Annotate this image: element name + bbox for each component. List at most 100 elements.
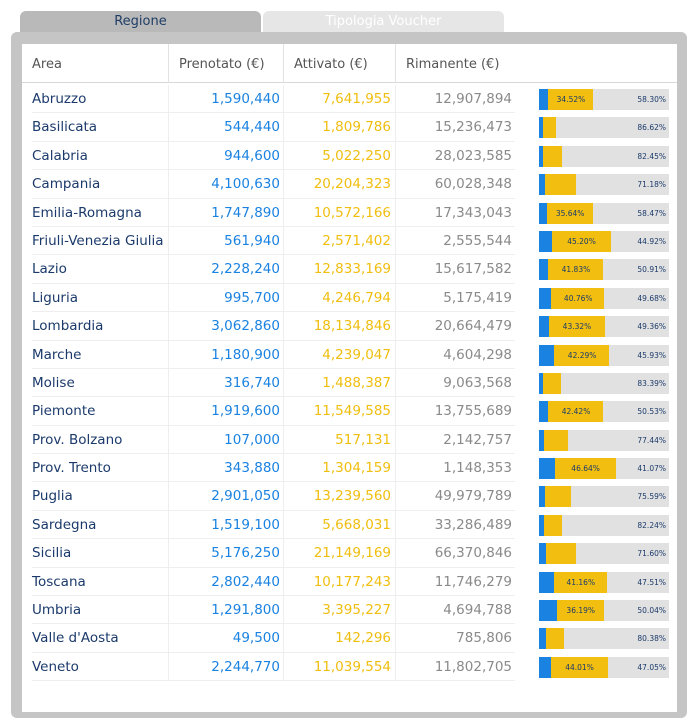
cell-attivato: 4,246,794 [283,283,395,313]
stacked-bar: 42.42% 50.53% [539,401,669,423]
stacked-bar: 82.24% [539,514,669,536]
cell-rimanente: 60,028,348 [395,170,515,199]
bar-segment-prenotato [539,458,555,480]
cell-rimanente: 15,617,582 [395,255,515,284]
table-row[interactable]: Prov. Trento 343,880 1,304,159 1,148,353 46.… [22,454,677,483]
bar-segment-prenotato [539,202,547,224]
tab-regione[interactable]: Regione [20,11,261,32]
table-row[interactable]: Veneto 2,244,770 11,039,554 11,802,705 44.01… [22,652,677,682]
bar-segment-attivato [553,571,608,593]
bar-label-rimanente: 58.30% [637,95,666,104]
column-header-attivato[interactable]: Attivato (€) [283,44,395,82]
table-row[interactable]: Emilia-Romagna 1,747,890 10,572,166 17,343,… [22,198,677,227]
stacked-bar: 71.18% [539,174,669,196]
bar-segment-attivato [550,656,608,678]
cell-area: Calabria [32,142,170,171]
cell-rimanente: 2,555,544 [395,226,515,256]
table-row[interactable]: Valle d'Aosta 49,500 142,296 785,806 80.38% [22,624,677,653]
cell-attivato: 5,022,250 [283,141,395,171]
cell-prenotato: 2,802,440 [168,567,283,597]
stacked-bar: 71.60% [539,543,669,565]
stacked-bar: 34.52% 58.30% [539,89,669,110]
stacked-bar: 83.39% [539,372,669,394]
bar-label-attivato: 44.01% [565,662,594,672]
cell-area: Liguria [32,284,170,313]
bar-label-attivato: 46.64% [571,464,600,474]
column-header-area[interactable]: Area [32,57,62,72]
cell-prenotato: 544,440 [168,113,283,142]
table-row[interactable]: Liguria 995,700 4,246,794 5,175,419 40.76% 49… [22,283,677,313]
table-row[interactable]: Abruzzo 1,590,440 7,641,955 12,907,894 34.52… [22,85,677,114]
cell-rimanente: 4,694,788 [395,596,515,625]
cell-rimanente: 17,343,043 [395,198,515,227]
stacked-bar: 41.83% 50.91% [539,259,669,281]
cell-prenotato: 944,600 [168,141,283,171]
table-row[interactable]: Puglia 2,901,050 13,239,560 49,979,789 75.59… [22,482,677,511]
cell-area: Sicilia [32,539,170,568]
bar-segment-prenotato [539,571,554,593]
bar-segment-attivato [548,259,603,281]
column-header-rimanente[interactable]: Rimanente (€) [395,44,515,82]
bar-label-rimanente: 50.91% [637,265,666,275]
cell-area: Emilia-Romagna [32,199,170,227]
bar-segment-attivato [551,287,605,309]
cell-attivato: 4,239,047 [283,340,395,369]
bar-segment-prenotato [539,230,552,252]
table-row[interactable]: Piemonte 1,919,600 11,549,585 13,755,689 42.… [22,397,677,426]
table-row[interactable]: Lazio 2,228,240 12,833,169 15,617,582 41.83%… [22,255,677,284]
bar-segment-attivato [548,316,605,338]
table-row[interactable]: Calabria 944,600 5,022,250 28,023,585 82.45% [22,141,677,171]
bar-label-rimanente: 49.68% [637,293,666,303]
bar-label-attivato: 42.29% [567,350,597,360]
cell-prenotato: 3,062,860 [168,312,283,341]
bar-label-rimanente: 49.36% [637,322,666,332]
bar-label-attivato: 43.32% [562,322,592,332]
bar-label-attivato: 41.16% [566,577,596,587]
cell-rimanente: 13,755,689 [395,397,515,426]
table-row[interactable]: Molise 316,740 1,488,387 9,063,568 83.39% [22,368,677,398]
stacked-bar: 86.62% [539,117,669,139]
cell-prenotato: 1,590,440 [168,85,283,114]
table-row[interactable]: Umbria 1,291,800 3,395,227 4,694,788 36.19% 5… [22,596,677,625]
bar-segment-prenotato [539,429,545,451]
bar-segment-prenotato [539,259,549,281]
cell-area: Umbria [32,596,170,625]
table-row[interactable]: Lombardia 3,062,860 18,134,846 20,664,479 43… [22,312,677,341]
cell-prenotato: 1,747,890 [168,198,283,227]
cell-attivato: 20,204,323 [283,170,395,199]
cell-rimanente: 11,802,705 [395,652,515,682]
cell-prenotato: 2,228,240 [168,255,283,284]
bar-segment-attivato [543,117,557,139]
cell-area: Puglia [32,482,170,511]
table-row[interactable]: Sicilia 5,176,250 21,149,169 66,370,846 71.6… [22,539,677,568]
bar-label-rimanente: 83.39% [637,378,666,388]
stacked-bar: 46.64% 41.07% [539,458,669,480]
table-row[interactable]: Prov. Bolzano 107,000 517,131 2,142,757 77.4… [22,425,677,455]
table-row[interactable]: Marche 1,180,900 4,239,047 4,604,298 42.29% 4… [22,340,677,369]
bar-label-rimanente: 47.51% [637,577,666,587]
tab-bar: Regione Tipologia Voucher [20,11,504,32]
bar-segment-prenotato [539,514,544,536]
cell-attivato: 13,239,560 [283,482,395,511]
table-row[interactable]: Sardegna 1,519,100 5,668,031 33,286,489 82.2… [22,510,677,540]
table-row[interactable]: Friuli-Venezia Giulia 561,940 2,571,402 2,5… [22,226,677,256]
table-row[interactable]: Toscana 2,802,440 10,177,243 11,746,279 41.1… [22,567,677,597]
cell-prenotato: 995,700 [168,283,283,313]
cell-prenotato: 1,519,100 [168,510,283,540]
column-header-prenotato[interactable]: Prenotato (€) [168,44,283,82]
table-row[interactable]: Basilicata 544,440 1,809,786 15,236,473 86.6… [22,113,677,142]
cell-rimanente: 33,286,489 [395,510,515,540]
bar-segment-prenotato [539,145,543,167]
bar-segment-prenotato [539,600,557,622]
bar-segment-attivato [546,543,576,565]
bar-segment-attivato [548,89,594,110]
table-row[interactable]: Campania 4,100,630 20,204,323 60,028,348 71.… [22,170,677,199]
cell-prenotato: 343,880 [168,454,283,483]
cell-prenotato: 4,100,630 [168,170,283,199]
bar-label-attivato: 41.83% [561,265,591,275]
cell-rimanente: 9,063,568 [395,368,515,398]
tab-tipologia-voucher[interactable]: Tipologia Voucher [263,11,504,32]
bar-segment-prenotato [539,543,547,565]
bar-segment-attivato [544,429,569,451]
cell-attivato: 1,304,159 [283,454,395,483]
